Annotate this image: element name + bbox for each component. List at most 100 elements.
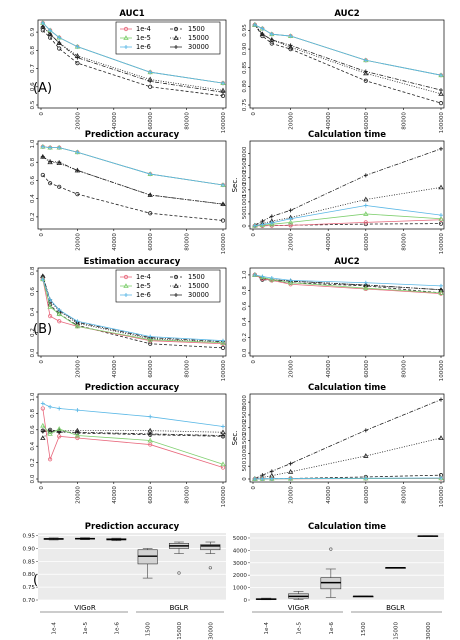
series-line [42,30,224,97]
data-point [148,334,153,339]
series-1e-5 [252,22,444,78]
legend-label: 1e-4 [136,273,151,281]
y-tick-label: 0.90 [242,42,248,55]
data-point [221,338,225,343]
data-point [287,469,294,474]
data-point [260,476,265,481]
data-point [40,154,45,159]
legend-label: 15000 [188,282,209,290]
series-line [42,403,224,427]
box-1e-6 [320,547,342,598]
y-tick-label: 0.4 [242,317,248,326]
data-point [439,73,443,78]
y-tick-label: 0.0 [242,348,248,357]
series-30000 [252,22,443,93]
box-1500 [352,595,374,598]
y-tick-label: 3000 [242,395,248,410]
y-tick-label: 0.75 [23,585,36,591]
y-tick-label: 3000 [242,146,248,161]
x-tick-label: 80000 [185,486,191,504]
y-tick-label: 1000 [242,446,248,461]
x-tick-label: 0 [39,360,45,364]
legend-marker [173,283,179,288]
series-1e-5 [252,272,444,295]
plot-frame [249,140,445,230]
x-tick-label: 60000 [364,233,370,251]
series-1e-6 [40,144,225,187]
legend-label: 30000 [188,291,209,299]
outlier-point [177,571,181,575]
chart-a_auc2: AUC2 0 20000 40000 60000 80000 100000 0.75 0.80 0… [242,9,445,133]
x-tick-label: 20000 [289,112,295,130]
data-point [288,34,293,39]
series-line [254,24,442,91]
series-line [42,146,224,186]
x-tick-label: 100000 [221,360,227,382]
data-point [75,319,80,324]
data-point [47,431,53,436]
x-tick-label: 100000 [439,112,445,134]
chart-title: AUC2 [334,9,359,19]
data-point [40,28,45,33]
series-1e-6 [40,401,225,429]
data-point [48,31,53,36]
data-point [40,406,45,411]
y-tick-label: 500 [242,208,248,219]
legend-marker [174,45,178,49]
series-1e-6 [252,22,443,78]
y-tick-label: 0.6 [30,287,36,296]
series-line [254,24,442,76]
y-tick-label: 0.8 [30,157,36,166]
y-tick-label: 2500 [242,407,248,422]
box-body [200,544,221,551]
data-point [363,428,368,433]
box-1e-6 [106,537,127,542]
x-tick-label: 80000 [401,486,407,504]
x-tick-label: 20000 [75,486,81,504]
data-point [48,404,53,409]
series-1e-6 [40,277,225,343]
data-point [439,283,443,288]
x-tick-label: 80000 [185,360,191,378]
y-tick-label: 0.8 [30,409,36,418]
y-tick-label: 0.9 [30,27,36,36]
series-line [42,279,224,344]
y-tick-label: 0.6 [30,176,36,185]
series-line [42,156,224,205]
data-point [47,457,53,462]
series-1e-6 [252,203,443,228]
data-point [75,60,80,66]
data-point [439,146,443,151]
data-point [363,453,369,458]
data-point [148,431,153,436]
x-tick-label: 40000 [112,360,118,378]
series-line [42,276,224,344]
data-point [438,184,444,190]
x-tick-label: 80000 [185,112,191,130]
legend-marker [123,26,129,32]
data-point [438,435,444,440]
legend-label: 1500 [188,273,205,281]
y-tick-label: 1000 [242,194,248,209]
chart-title: Calculation time [308,522,386,532]
x-tick-label: 100000 [439,486,445,508]
series-30000 [40,24,225,95]
data-point [438,290,444,295]
x-tick-label: 60000 [364,360,370,378]
y-tick-label: 2000 [242,170,248,185]
series-1500 [40,172,226,223]
data-point [148,442,153,447]
x-tick-label: 40000 [326,233,332,251]
series-1e-6 [40,21,225,86]
series-15000 [40,153,226,207]
y-tick-label: 0.8 [30,45,36,54]
data-point [252,272,257,277]
data-point [75,192,80,197]
y-tick-label: 0.5 [30,100,36,109]
data-point [75,408,80,413]
x-tick-label: 100000 [439,360,445,382]
series-line [254,399,442,479]
